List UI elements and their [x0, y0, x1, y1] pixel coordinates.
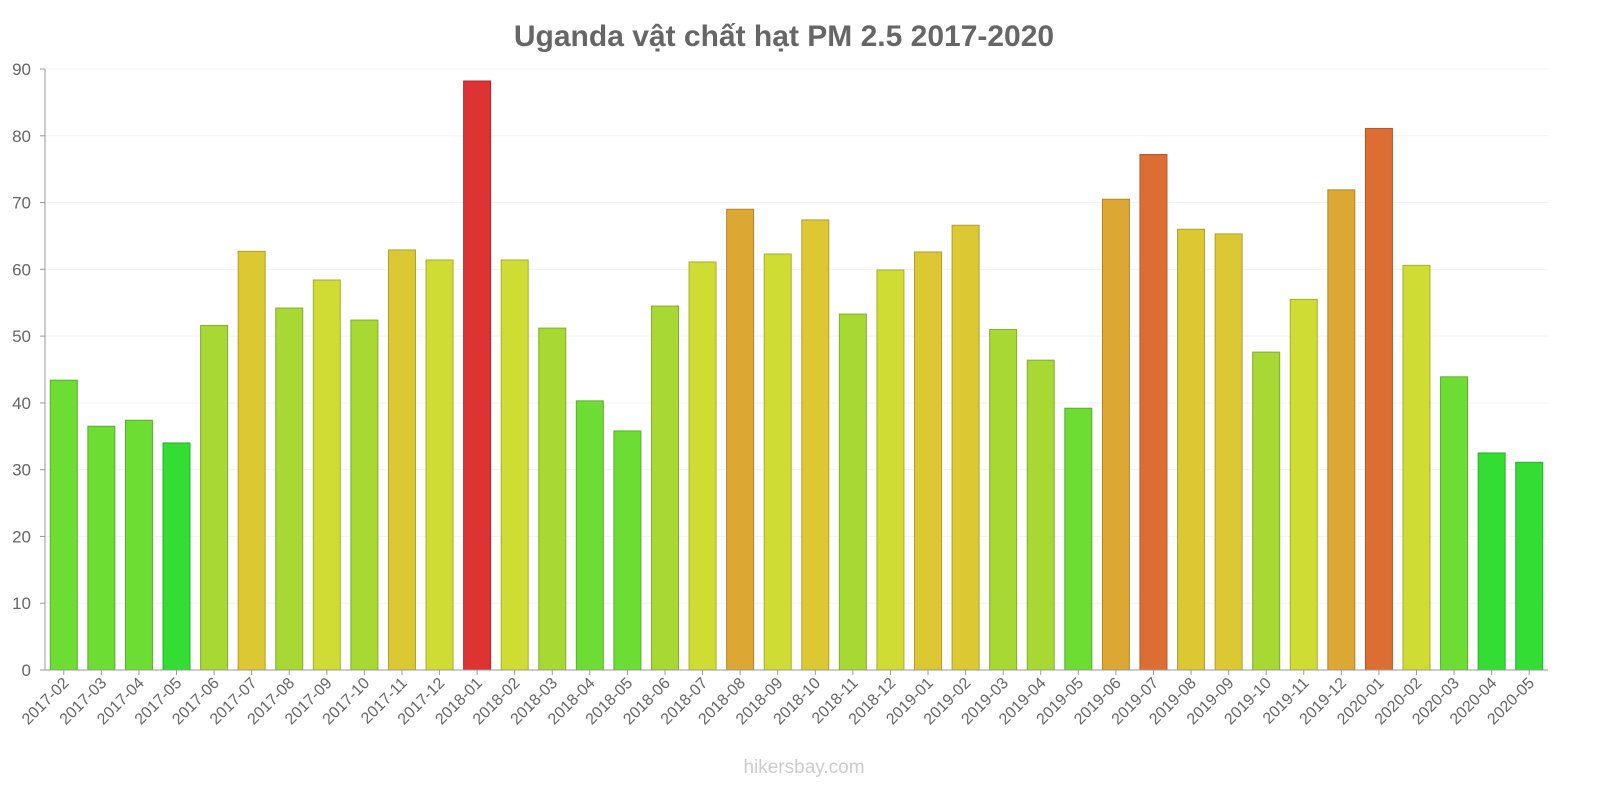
bar-2019-05[interactable] — [1064, 407, 1093, 671]
bar-2019-09[interactable] — [1214, 233, 1243, 671]
bar-2019-12[interactable] — [1327, 189, 1356, 671]
bar-2018-02[interactable] — [500, 259, 529, 671]
y-tick-label: 0 — [22, 661, 31, 680]
y-tick-label: 60 — [12, 260, 31, 279]
bar-2018-06[interactable] — [650, 305, 679, 671]
y-tick-label: 50 — [12, 327, 31, 346]
bar-2019-07[interactable] — [1139, 153, 1168, 671]
bar-2019-08[interactable] — [1177, 228, 1206, 671]
y-tick-label: 80 — [12, 127, 31, 146]
bar-2017-09[interactable] — [312, 279, 341, 671]
bar-2017-07[interactable] — [237, 250, 266, 671]
y-tick-label: 40 — [12, 394, 31, 413]
bar-2017-11[interactable] — [387, 249, 416, 671]
y-tick-label: 10 — [12, 594, 31, 613]
bar-2018-12[interactable] — [876, 269, 905, 671]
bar-2019-11[interactable] — [1289, 298, 1318, 671]
bar-2017-08[interactable] — [275, 307, 304, 671]
bar-2019-03[interactable] — [989, 328, 1018, 671]
bar-2019-01[interactable] — [914, 251, 943, 671]
bar-2017-10[interactable] — [350, 319, 379, 671]
bar-2020-04[interactable] — [1477, 452, 1506, 671]
bar-2018-11[interactable] — [838, 313, 867, 671]
bar-2018-03[interactable] — [538, 327, 567, 671]
bar-2017-04[interactable] — [124, 419, 153, 671]
watermark: hikersbay.com — [743, 757, 864, 778]
bar-2018-04[interactable] — [575, 400, 604, 671]
bar-2019-02[interactable] — [951, 224, 980, 671]
bar-2018-07[interactable] — [688, 261, 717, 671]
bar-2020-05[interactable] — [1515, 461, 1544, 671]
bar-2020-02[interactable] — [1402, 264, 1431, 671]
bar-2018-08[interactable] — [726, 208, 755, 671]
bar-2018-05[interactable] — [613, 430, 642, 671]
y-tick-label: 90 — [12, 60, 31, 79]
bar-2019-10[interactable] — [1252, 351, 1281, 671]
y-tick-label: 30 — [12, 461, 31, 480]
bar-2017-03[interactable] — [87, 425, 116, 671]
bar-2017-05[interactable] — [162, 442, 191, 671]
bar-2019-04[interactable] — [1026, 359, 1055, 671]
bar-2020-03[interactable] — [1440, 376, 1469, 671]
bar-2018-10[interactable] — [801, 219, 830, 671]
y-tick-label: 20 — [12, 527, 31, 546]
bar-2018-01[interactable] — [463, 80, 492, 671]
bar-2017-02[interactable] — [49, 379, 78, 671]
bar-2020-01[interactable] — [1364, 127, 1393, 671]
bar-2017-12[interactable] — [425, 259, 454, 671]
bar-2019-06[interactable] — [1101, 198, 1130, 671]
bar-2017-06[interactable] — [200, 324, 229, 671]
y-tick-label: 70 — [12, 194, 31, 213]
chart-title: Uganda vật chất hạt PM 2.5 2017-2020 — [514, 20, 1054, 53]
bar-2018-09[interactable] — [763, 253, 792, 671]
